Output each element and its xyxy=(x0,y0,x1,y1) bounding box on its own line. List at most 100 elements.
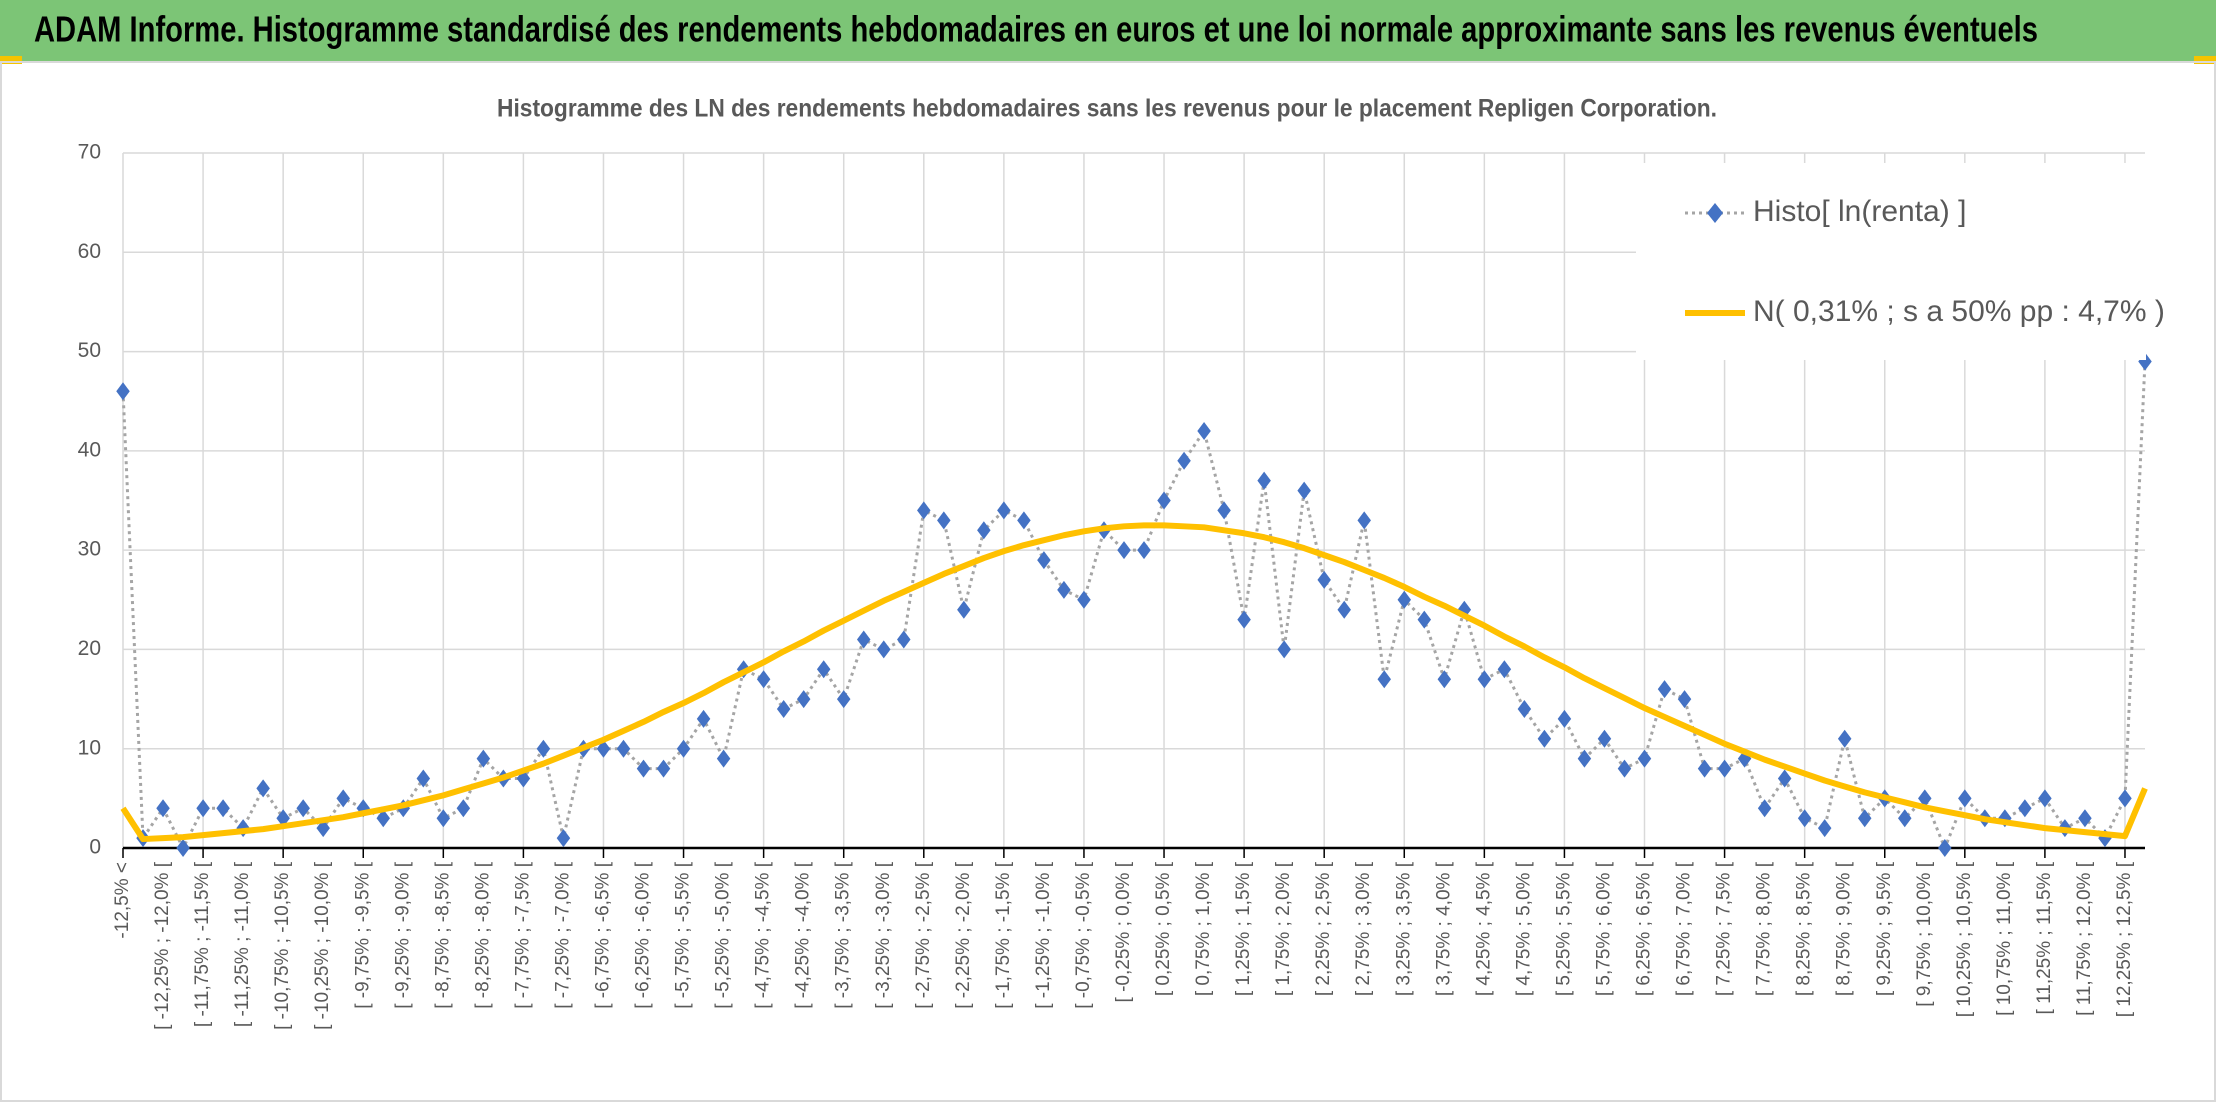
data-point xyxy=(1777,769,1792,788)
data-point xyxy=(2038,789,2052,808)
data-point xyxy=(556,829,571,848)
data-point xyxy=(616,739,631,758)
x-tick-label: [ 2,25% ; 2,5% [ xyxy=(1313,861,1334,996)
data-point xyxy=(1717,759,1732,778)
x-tick-label: [ -3,75% ; -3,5% [ xyxy=(833,861,854,1009)
x-tick-label: [ 11,25% ; 11,5% [ xyxy=(2034,861,2055,1014)
data-point xyxy=(196,799,210,818)
x-tick-label: [ 1,25% ; 1,5% [ xyxy=(1233,861,1254,996)
x-tick-label: [ 9,75% ; 10,0% [ xyxy=(1914,861,1935,1006)
y-tick-label: 0 xyxy=(89,836,101,859)
x-tick-label: [ 8,75% ; 9,0% [ xyxy=(1834,861,1855,996)
x-tick-label: [ 4,25% ; 4,5% [ xyxy=(1473,861,1494,996)
data-point xyxy=(1697,759,1712,778)
x-tick-label: [ -7,25% ; -7,0% [ xyxy=(552,861,573,1009)
x-tick-label: [ -6,75% ; -6,5% [ xyxy=(592,861,613,1009)
data-point xyxy=(156,799,170,818)
x-tick-label: [ -5,75% ; -5,5% [ xyxy=(673,861,694,1009)
x-tick-label: [ -5,25% ; -5,0% [ xyxy=(713,861,734,1009)
x-tick-label: [ -6,25% ; -6,0% [ xyxy=(633,861,654,1009)
data-point xyxy=(796,690,811,709)
data-point xyxy=(1617,759,1632,778)
data-point xyxy=(897,630,911,649)
data-point xyxy=(296,799,310,818)
corner-accent xyxy=(0,56,22,64)
data-point xyxy=(1057,580,1071,599)
data-point xyxy=(977,521,991,540)
data-point xyxy=(656,759,671,778)
x-tick-label: [ 0,25% ; 0,5% [ xyxy=(1153,861,1174,996)
data-point xyxy=(776,700,791,718)
x-tick-label: [ 11,75% ; 12,0% [ xyxy=(2074,861,2095,1016)
data-point xyxy=(696,709,711,728)
x-tick-label: [ 5,25% ; 5,5% [ xyxy=(1553,861,1574,996)
data-point xyxy=(756,670,771,689)
data-point xyxy=(1337,600,1351,619)
data-point xyxy=(1597,729,1612,748)
data-point xyxy=(1197,422,1211,440)
y-tick-label: 10 xyxy=(78,736,101,759)
x-tick-label: [ 12,25% ; 12,5% [ xyxy=(2114,861,2135,1017)
x-tick-label: [ -12,25% ; -12,0% [ xyxy=(152,861,173,1030)
x-tick-label: [ 1,75% ; 2,0% [ xyxy=(1273,861,1294,996)
data-point xyxy=(937,511,951,530)
data-point xyxy=(917,501,931,520)
data-point xyxy=(957,600,971,619)
x-tick-label: [ 7,25% ; 7,5% [ xyxy=(1714,861,1735,996)
x-tick-label: [ -10,25% ; -10,0% [ xyxy=(312,861,333,1030)
x-tick-label: [ 7,75% ; 8,0% [ xyxy=(1754,861,1775,996)
x-tick-label: [ 0,75% ; 1,0% [ xyxy=(1193,861,1214,996)
data-point xyxy=(1577,749,1592,768)
data-point xyxy=(1797,809,1812,828)
x-tick-label: [ -9,75% ; -9,5% [ xyxy=(352,861,373,1009)
data-point xyxy=(2018,799,2032,818)
data-point xyxy=(1817,819,1832,838)
data-point xyxy=(176,839,190,857)
header-bar xyxy=(0,0,2216,62)
data-point xyxy=(1557,709,1572,728)
x-tick-label: [ -8,25% ; -8,0% [ xyxy=(472,861,493,1009)
data-point xyxy=(436,809,451,828)
data-point xyxy=(816,660,831,679)
data-point xyxy=(1297,481,1311,500)
y-tick-label: 20 xyxy=(78,637,101,660)
x-tick-label: [ 10,75% ; 11,0% [ xyxy=(1994,861,2015,1016)
legend-box xyxy=(1636,163,2146,360)
data-point xyxy=(1677,690,1692,709)
data-point xyxy=(376,809,391,828)
data-point xyxy=(997,501,1011,520)
data-point xyxy=(1857,809,1872,828)
data-point xyxy=(1317,570,1331,589)
data-point xyxy=(1757,799,1772,818)
data-point xyxy=(1417,610,1432,629)
x-tick-label: [ -1,25% ; -1,0% [ xyxy=(1033,861,1054,1009)
x-tick-label: [ 4,75% ; 5,0% [ xyxy=(1513,861,1534,996)
data-point xyxy=(676,739,691,758)
data-point xyxy=(1037,551,1051,570)
data-point xyxy=(1517,700,1532,718)
data-point xyxy=(1377,670,1391,689)
x-tick-label: [ 8,25% ; 8,5% [ xyxy=(1794,861,1815,996)
data-point xyxy=(1157,491,1171,510)
x-tick-label: [ -2,75% ; -2,5% [ xyxy=(913,861,934,1009)
data-point xyxy=(636,759,651,778)
x-tick-label: [ 3,75% ; 4,0% [ xyxy=(1433,861,1454,996)
data-point xyxy=(1397,590,1412,609)
data-point xyxy=(1918,789,1932,808)
data-point xyxy=(856,630,871,649)
data-point xyxy=(1477,670,1492,689)
x-tick-label: -12,5% < xyxy=(112,862,133,939)
page-title: ADAM Informe. Histogramme standardisé de… xyxy=(34,9,2038,50)
data-point xyxy=(536,739,551,758)
data-point xyxy=(476,749,491,768)
data-point xyxy=(1958,789,1972,808)
data-point xyxy=(216,799,230,818)
chart-frame xyxy=(0,61,2216,1102)
series-line xyxy=(120,522,2148,843)
y-tick-label: 60 xyxy=(78,240,101,263)
data-point xyxy=(1357,511,1371,530)
data-point xyxy=(456,799,471,818)
legend-label: N( 0,31% ; s a 50% pp : 4,7% ) xyxy=(1753,295,2165,328)
x-tick-label: [ -0,25% ; 0,0% [ xyxy=(1113,861,1134,1002)
